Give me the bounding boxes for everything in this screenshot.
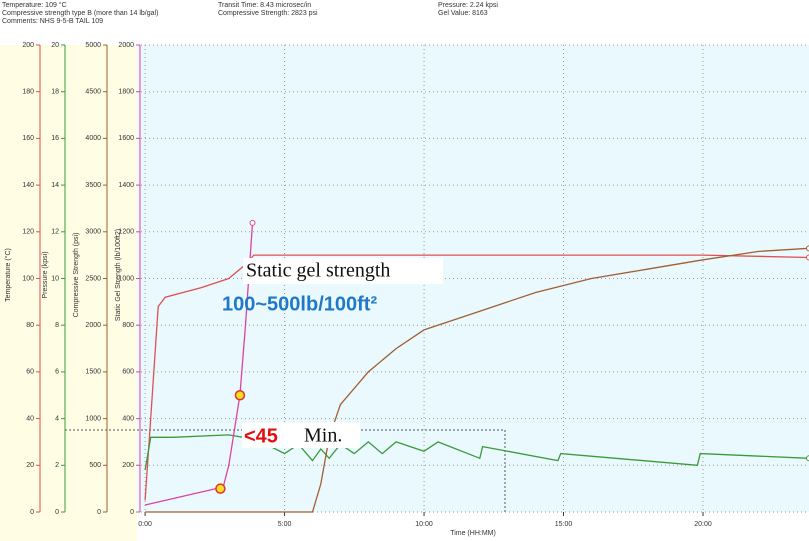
y-tick-label: 0 [30, 509, 34, 516]
y-tick-label: 16 [51, 135, 59, 142]
y-tick-label: 40 [26, 415, 34, 422]
y-tick-label: 18 [51, 89, 59, 96]
end-marker [249, 219, 256, 226]
x-tick-label: 20:00 [694, 521, 712, 528]
annotation-bg [243, 258, 443, 284]
y-tick-label: 1400 [118, 182, 134, 189]
y-tick-label: 20 [51, 42, 59, 49]
y-tick-label: 4000 [85, 135, 101, 142]
axis-panel [0, 45, 137, 541]
y-tick-label: 200 [22, 42, 34, 49]
y-tick-label: 2500 [85, 275, 101, 282]
y-tick-label: 1200 [118, 229, 134, 236]
end-marker [806, 455, 809, 462]
y-tick-label: 0 [130, 509, 134, 516]
y-tick-label: 2000 [85, 322, 101, 329]
y-tick-label: 180 [22, 89, 34, 96]
header-text: Compressive Strength: 2823 psi [218, 10, 318, 17]
end-marker [806, 245, 809, 252]
header-text: Compressive strength type B (more than 1… [2, 10, 158, 17]
y-tick-label: 3000 [85, 229, 101, 236]
y-tick-label: 2000 [118, 42, 134, 49]
y-axis-title: Temperature (°C) [4, 248, 12, 302]
y-tick-label: 1000 [85, 415, 101, 422]
x-tick-label: 15:00 [555, 521, 573, 528]
y-tick-label: 80 [26, 322, 34, 329]
x-axis-title: Time (HH:MM) [450, 530, 496, 537]
y-tick-label: 800 [122, 322, 134, 329]
y-tick-label: 400 [122, 415, 134, 422]
header-text: Pressure: 2.24 kpsi [438, 2, 498, 9]
y-axis-title: Compressive Strength (psi) [73, 233, 80, 318]
y-tick-label: 0 [55, 509, 59, 516]
header: Temperature: 109 °C Compressive strength… [2, 1, 498, 25]
annotation: Min. [304, 425, 342, 447]
series-line [144, 254, 809, 501]
y-axis-title: Static Gel Strength (lb/100ft2) [115, 229, 122, 321]
y-tick-label: 20 [26, 462, 34, 469]
y-tick-label: 200 [122, 462, 134, 469]
series-line [145, 247, 809, 513]
x-tick-label: 5:00 [278, 521, 292, 528]
y-tick-label: 4500 [85, 89, 101, 96]
y-tick-label: 60 [26, 369, 34, 376]
y-tick-label: 600 [122, 369, 134, 376]
y-tick-label: 4 [55, 415, 59, 422]
annotation: Static gel strength [246, 260, 390, 282]
y-tick-label: 0 [97, 509, 101, 516]
y-tick-label: 100 [22, 275, 34, 282]
y-tick-label: 2 [55, 462, 59, 469]
y-tick-label: 14 [51, 182, 59, 189]
y-tick-label: 120 [22, 229, 34, 236]
x-axis-panel [137, 512, 809, 541]
y-axis-title: Pressure (kpsi) [42, 251, 49, 298]
point-marker [234, 390, 246, 401]
y-tick-label: 5000 [85, 42, 101, 49]
header-text: Temperature: 109 °C [2, 1, 67, 9]
y-tick-label: 10 [51, 275, 59, 282]
series-line [144, 222, 254, 506]
x-tick-label: 0:00 [138, 521, 152, 528]
y-tick-label: 8 [55, 322, 59, 329]
y-tick-label: 140 [22, 182, 34, 189]
header-bg [0, 0, 809, 45]
header-text: Transit Time: 8.43 microsec/in [218, 2, 311, 9]
end-marker [806, 254, 809, 261]
annotation: <45 [244, 425, 278, 447]
header-text: Comments: NHS 9-5-B TAIL 109 [2, 18, 103, 25]
y-tick-label: 1600 [118, 135, 134, 142]
y-tick-label: 500 [89, 462, 101, 469]
y-tick-label: 160 [22, 135, 34, 142]
point-marker [215, 483, 226, 494]
header-text: Gel Value: 8163 [438, 10, 488, 17]
y-tick-label: 1500 [85, 369, 101, 376]
x-tick-label: 10:00 [415, 521, 433, 528]
annotation: 100~500lb/100ft² [222, 293, 377, 315]
y-tick-label: 3500 [85, 182, 101, 189]
y-tick-label: 1000 [118, 275, 134, 282]
y-tick-label: 12 [51, 229, 59, 236]
y-tick-label: 1800 [118, 89, 134, 96]
annotation-bg [242, 422, 360, 448]
y-tick-label: 6 [55, 369, 59, 376]
